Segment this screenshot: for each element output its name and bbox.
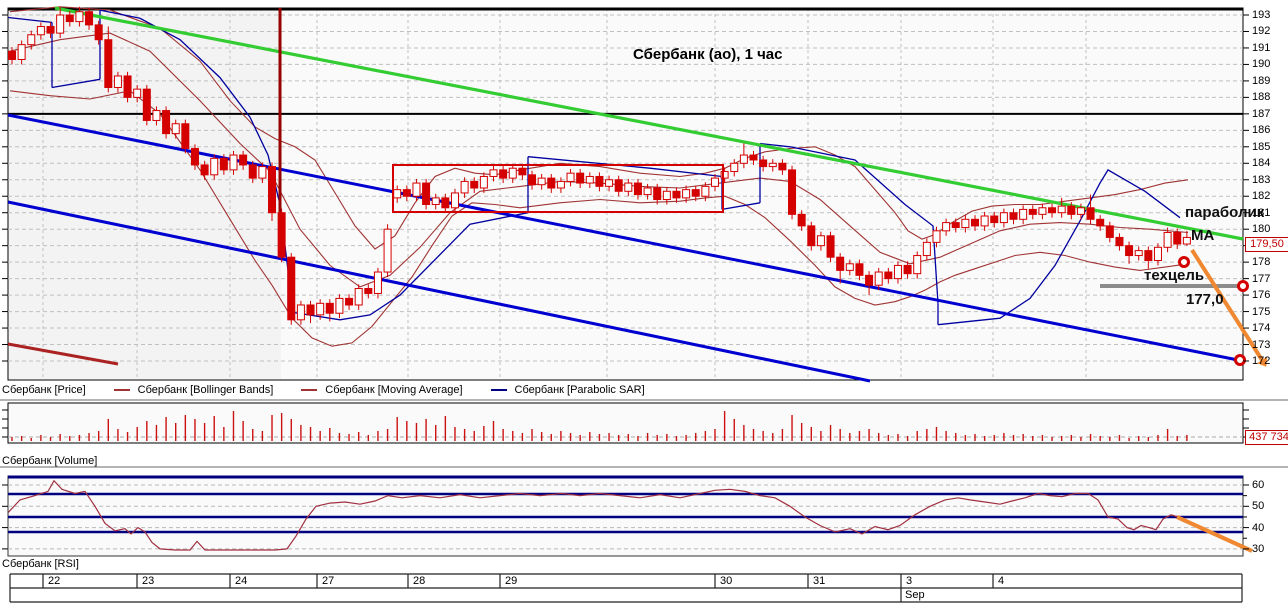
legend-item-label: Сбербанк [Moving Average] (325, 384, 463, 396)
legend-item-label: Сбербанк [Bollinger Bands] (137, 384, 274, 396)
chart-title: Сбербанк (ао), 1 час (633, 46, 783, 63)
annotation-ma: МА (1191, 227, 1215, 244)
annotation-parabolic: параболик (1185, 204, 1265, 221)
legend-dash (113, 389, 130, 391)
annotation-target: техцель (1144, 267, 1205, 284)
current-price-flag: 179,50 (1245, 237, 1288, 252)
current-volume-flag: 437 734 (1245, 430, 1288, 445)
legend-dash (301, 389, 318, 391)
rsi-panel-caption: Сбербанк [RSI] (2, 558, 79, 570)
annotation-target-value: 177,0 (1186, 291, 1224, 308)
legend-item-label: Сбербанк [Price] (2, 384, 86, 396)
volume-panel-caption: Сбербанк [Volume] (2, 455, 98, 467)
legend-item-label: Сбербанк [Parabolic SAR] (514, 384, 645, 396)
legend-dash (490, 389, 507, 391)
chart-legend: Сбербанк [Price] Сбербанк [Bollinger Band… (2, 383, 645, 397)
